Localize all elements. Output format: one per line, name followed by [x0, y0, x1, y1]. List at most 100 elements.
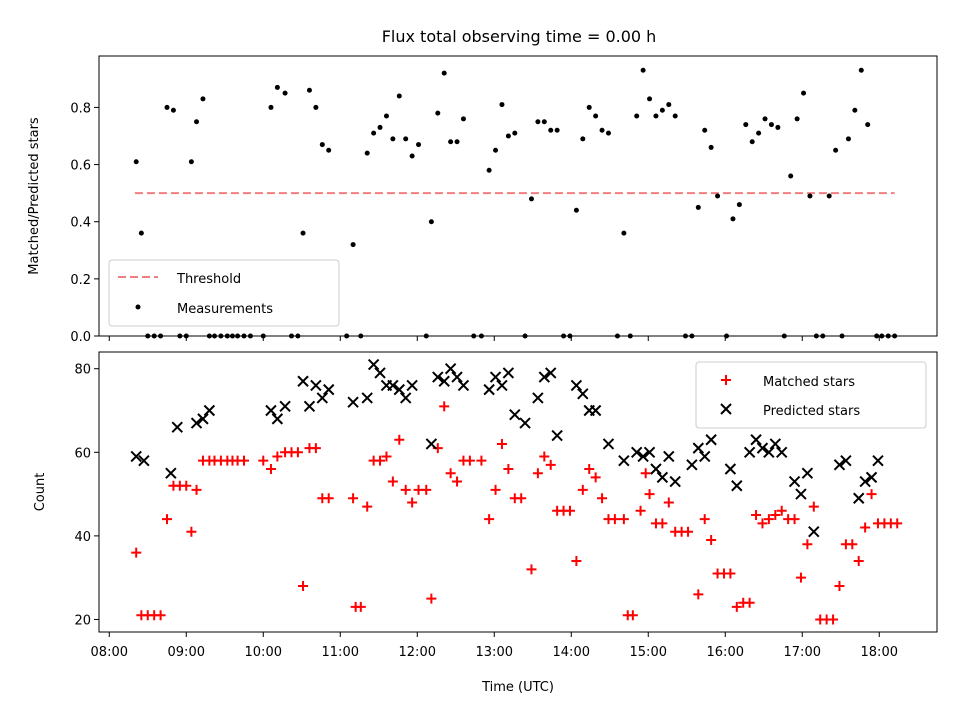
matched-star-point: [744, 597, 755, 608]
matched-star-point: [725, 568, 736, 579]
matched-star-point: [693, 589, 704, 600]
predicted-star-point: [519, 417, 531, 429]
measurement-point: [188, 159, 194, 165]
measurement-point: [371, 130, 377, 136]
predicted-star-point: [432, 371, 444, 383]
matched-star-point: [757, 518, 768, 529]
measurement-point: [528, 196, 534, 202]
measurement-point: [634, 113, 640, 119]
measurement-point: [499, 102, 505, 108]
measurement-point: [282, 90, 288, 96]
matched-legend-label: Matched stars: [763, 375, 855, 390]
matched-star-point: [618, 514, 629, 525]
predicted-star-point: [808, 525, 820, 538]
predicted-star-point: [724, 463, 737, 475]
x-tick-label: 18:00: [861, 645, 898, 660]
matched-star-point: [584, 464, 595, 475]
matched-star-point: [577, 484, 588, 495]
measurement-point: [762, 116, 768, 122]
predicted-star-point: [138, 454, 150, 467]
measurement-point: [441, 70, 447, 76]
x-tick-label: 13:00: [476, 645, 513, 660]
measurement-point: [852, 107, 858, 113]
x-axis-label: Time (UTC): [481, 680, 554, 695]
predicted-star-point: [197, 413, 209, 425]
measurement-point: [865, 122, 871, 128]
measurement-point: [653, 113, 659, 119]
matched-star-point: [635, 505, 646, 516]
ratio-panel: 0.00.20.40.60.8 Matched/Predicted stars …: [27, 55, 938, 345]
measurement-point: [435, 110, 441, 116]
measurement-point: [736, 202, 742, 208]
predicted-star-point: [763, 446, 775, 459]
predicted-star-point: [872, 454, 884, 467]
predicted-star-point: [699, 450, 711, 463]
matched-star-point: [375, 455, 386, 466]
measurement-point: [541, 119, 547, 125]
matched-stars-series: [131, 401, 903, 625]
matched-star-point: [310, 443, 321, 454]
predicted-star-point: [361, 392, 373, 404]
matched-star-point: [802, 539, 813, 550]
predicted-legend-label: Predicted stars: [763, 404, 860, 419]
measurement-point: [300, 230, 306, 236]
measurement-point: [858, 67, 864, 73]
predicted-star-point: [795, 488, 807, 500]
matched-star-point: [808, 501, 819, 512]
predicted-star-point: [171, 421, 183, 433]
predicted-star-point: [545, 367, 557, 379]
measurement-point: [448, 139, 454, 145]
matched-star-point: [526, 564, 537, 575]
measurement-point: [403, 136, 409, 142]
matched-star-point: [795, 572, 806, 583]
matched-star-point: [892, 518, 903, 529]
predicted-star-point: [656, 471, 669, 484]
matched-star-point: [272, 451, 283, 462]
predicted-star-point: [496, 379, 508, 392]
predicted-star-point: [630, 446, 643, 459]
predicted-star-point: [483, 383, 495, 396]
matched-star-point: [860, 522, 871, 533]
measurement-point: [390, 136, 396, 142]
predicted-star-point: [271, 413, 284, 425]
predicted-stars-series: [130, 358, 884, 538]
predicted-star-point: [444, 363, 457, 375]
matched-star-point: [516, 493, 527, 504]
measurement-point: [715, 193, 721, 199]
matched-star-point: [532, 468, 543, 479]
measurement-point: [659, 107, 665, 113]
predicted-star-point: [190, 417, 203, 429]
measurement-point: [640, 67, 646, 73]
predicted-star-point: [406, 379, 418, 392]
measurement-point: [695, 204, 701, 210]
predicted-star-point: [756, 442, 769, 454]
matched-star-point: [545, 459, 556, 470]
predicted-star-point: [769, 438, 782, 450]
matched-star-point: [490, 484, 501, 495]
measurement-point: [416, 142, 422, 148]
measurement-point: [599, 127, 605, 133]
predicted-star-point: [297, 375, 309, 387]
predicted-star-point: [853, 492, 865, 504]
measurement-point: [833, 147, 839, 153]
matched-star-point: [496, 438, 507, 449]
measurement-point: [319, 142, 325, 148]
ratio-y-tick-label: 0.6: [70, 159, 91, 174]
matched-star-point: [162, 514, 173, 525]
measurement-point: [605, 130, 611, 136]
matched-star-point: [400, 484, 411, 495]
predicted-star-point: [618, 454, 630, 467]
counts-y-tick-label: 60: [74, 446, 91, 461]
counts-axes-frame: [98, 351, 938, 633]
chart-title: Flux total observing time = 0.00 h: [382, 27, 657, 46]
measurement-point: [512, 130, 518, 136]
predicted-star-point: [669, 475, 681, 488]
counts-panel: 20 40 60 80 08:00 09:00 10:00 11:00 12:00 13:00 14…: [33, 351, 938, 695]
measurement-point: [138, 230, 144, 236]
matched-star-point: [770, 509, 781, 520]
matched-star-point: [421, 484, 432, 495]
measurement-point: [350, 242, 356, 248]
measurement-point: [377, 124, 383, 130]
predicted-star-point: [859, 475, 871, 488]
measurement-point: [768, 122, 774, 128]
